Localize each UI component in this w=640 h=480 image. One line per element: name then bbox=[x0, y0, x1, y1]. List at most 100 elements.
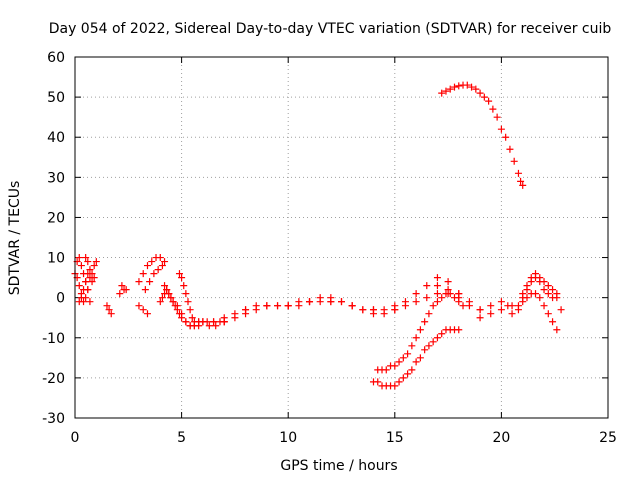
data-point bbox=[86, 298, 94, 306]
data-point bbox=[82, 278, 90, 286]
data-point bbox=[182, 290, 190, 298]
series-arc-early-5 bbox=[103, 302, 115, 318]
data-point bbox=[391, 382, 399, 390]
chart-title: Day 054 of 2022, Sidereal Day-to-day VTE… bbox=[49, 21, 612, 37]
data-point bbox=[438, 89, 446, 97]
data-point bbox=[463, 81, 471, 89]
data-point bbox=[167, 294, 175, 302]
data-point bbox=[519, 290, 527, 298]
data-point bbox=[116, 290, 124, 298]
y-tick-label: -20 bbox=[42, 371, 65, 387]
data-point bbox=[532, 270, 540, 278]
series-arc-mid-g bbox=[220, 274, 484, 326]
data-point bbox=[476, 89, 484, 97]
data-point bbox=[438, 330, 446, 338]
data-point bbox=[90, 262, 98, 270]
data-point bbox=[146, 278, 154, 286]
y-tick-label: -10 bbox=[42, 331, 65, 347]
data-point bbox=[536, 294, 544, 302]
data-point bbox=[544, 310, 552, 318]
axis-ticks: 0 5 10 15 20 25 -30 -20 -10 0 10 20 30 40 50 60 bbox=[42, 50, 617, 446]
data-point bbox=[514, 169, 522, 177]
y-tick-label: 10 bbox=[47, 251, 65, 267]
data-point bbox=[455, 290, 463, 298]
data-point bbox=[118, 282, 126, 290]
data-point bbox=[421, 346, 429, 354]
data-point bbox=[450, 294, 458, 302]
data-point bbox=[523, 294, 531, 302]
data-point bbox=[536, 274, 544, 282]
data-point bbox=[107, 310, 115, 318]
data-point bbox=[82, 254, 90, 262]
data-point bbox=[532, 290, 540, 298]
data-point bbox=[472, 85, 480, 93]
data-point bbox=[359, 306, 367, 314]
data-point bbox=[504, 302, 512, 310]
data-point bbox=[86, 266, 94, 274]
data-point bbox=[391, 306, 399, 314]
data-point bbox=[182, 318, 190, 326]
data-point bbox=[327, 298, 335, 306]
data-point bbox=[485, 97, 493, 105]
data-point bbox=[487, 310, 495, 318]
x-tick-label: 0 bbox=[71, 430, 80, 446]
data-point bbox=[429, 338, 437, 346]
data-point bbox=[455, 326, 463, 334]
data-point bbox=[446, 85, 454, 93]
data-point bbox=[553, 326, 561, 334]
data-point bbox=[416, 326, 424, 334]
y-tick-label: 30 bbox=[47, 170, 65, 186]
data-point bbox=[395, 378, 403, 386]
data-point bbox=[84, 258, 92, 266]
data-point bbox=[423, 294, 431, 302]
data-point bbox=[465, 298, 473, 306]
data-point bbox=[210, 318, 218, 326]
data-point bbox=[487, 302, 495, 310]
data-point bbox=[143, 262, 151, 270]
data-point bbox=[158, 262, 166, 270]
data-point bbox=[274, 302, 282, 310]
data-point bbox=[231, 314, 239, 322]
data-point bbox=[395, 358, 403, 366]
data-point bbox=[199, 318, 207, 326]
data-point bbox=[502, 133, 510, 141]
data-point bbox=[92, 258, 100, 266]
data-point bbox=[519, 298, 527, 306]
data-point bbox=[338, 298, 345, 306]
data-point bbox=[476, 306, 484, 314]
x-tick-label: 15 bbox=[386, 430, 404, 446]
data-point bbox=[369, 306, 377, 314]
data-point bbox=[105, 306, 113, 314]
y-tick-label: 60 bbox=[47, 50, 65, 66]
data-point bbox=[408, 366, 416, 374]
data-point bbox=[401, 302, 409, 310]
data-point bbox=[433, 274, 441, 282]
data-point bbox=[212, 322, 220, 330]
series-arc-3h-c bbox=[135, 302, 151, 318]
series-arc-early-3 bbox=[82, 254, 100, 278]
data-point bbox=[540, 278, 548, 286]
data-point bbox=[169, 298, 177, 306]
series-arc-late-3 bbox=[519, 270, 565, 314]
data-point bbox=[450, 83, 458, 91]
data-point bbox=[148, 258, 156, 266]
data-point bbox=[468, 83, 476, 91]
data-point bbox=[158, 294, 166, 302]
data-point bbox=[412, 358, 420, 366]
x-tick-label: 5 bbox=[177, 430, 186, 446]
data-point bbox=[433, 282, 441, 290]
data-point bbox=[557, 306, 565, 314]
series-arc-high-1 bbox=[438, 81, 527, 189]
x-tick-label: 10 bbox=[279, 430, 297, 446]
data-point bbox=[242, 306, 250, 314]
data-point bbox=[284, 302, 292, 310]
series-arc-late-1 bbox=[433, 274, 561, 318]
data-point bbox=[404, 350, 412, 358]
data-point bbox=[75, 254, 83, 262]
data-point bbox=[348, 302, 356, 310]
data-point bbox=[380, 310, 388, 318]
y-axis-label: SDTVAR / TECUs bbox=[7, 181, 23, 296]
data-point bbox=[306, 298, 314, 306]
data-point bbox=[163, 286, 171, 294]
